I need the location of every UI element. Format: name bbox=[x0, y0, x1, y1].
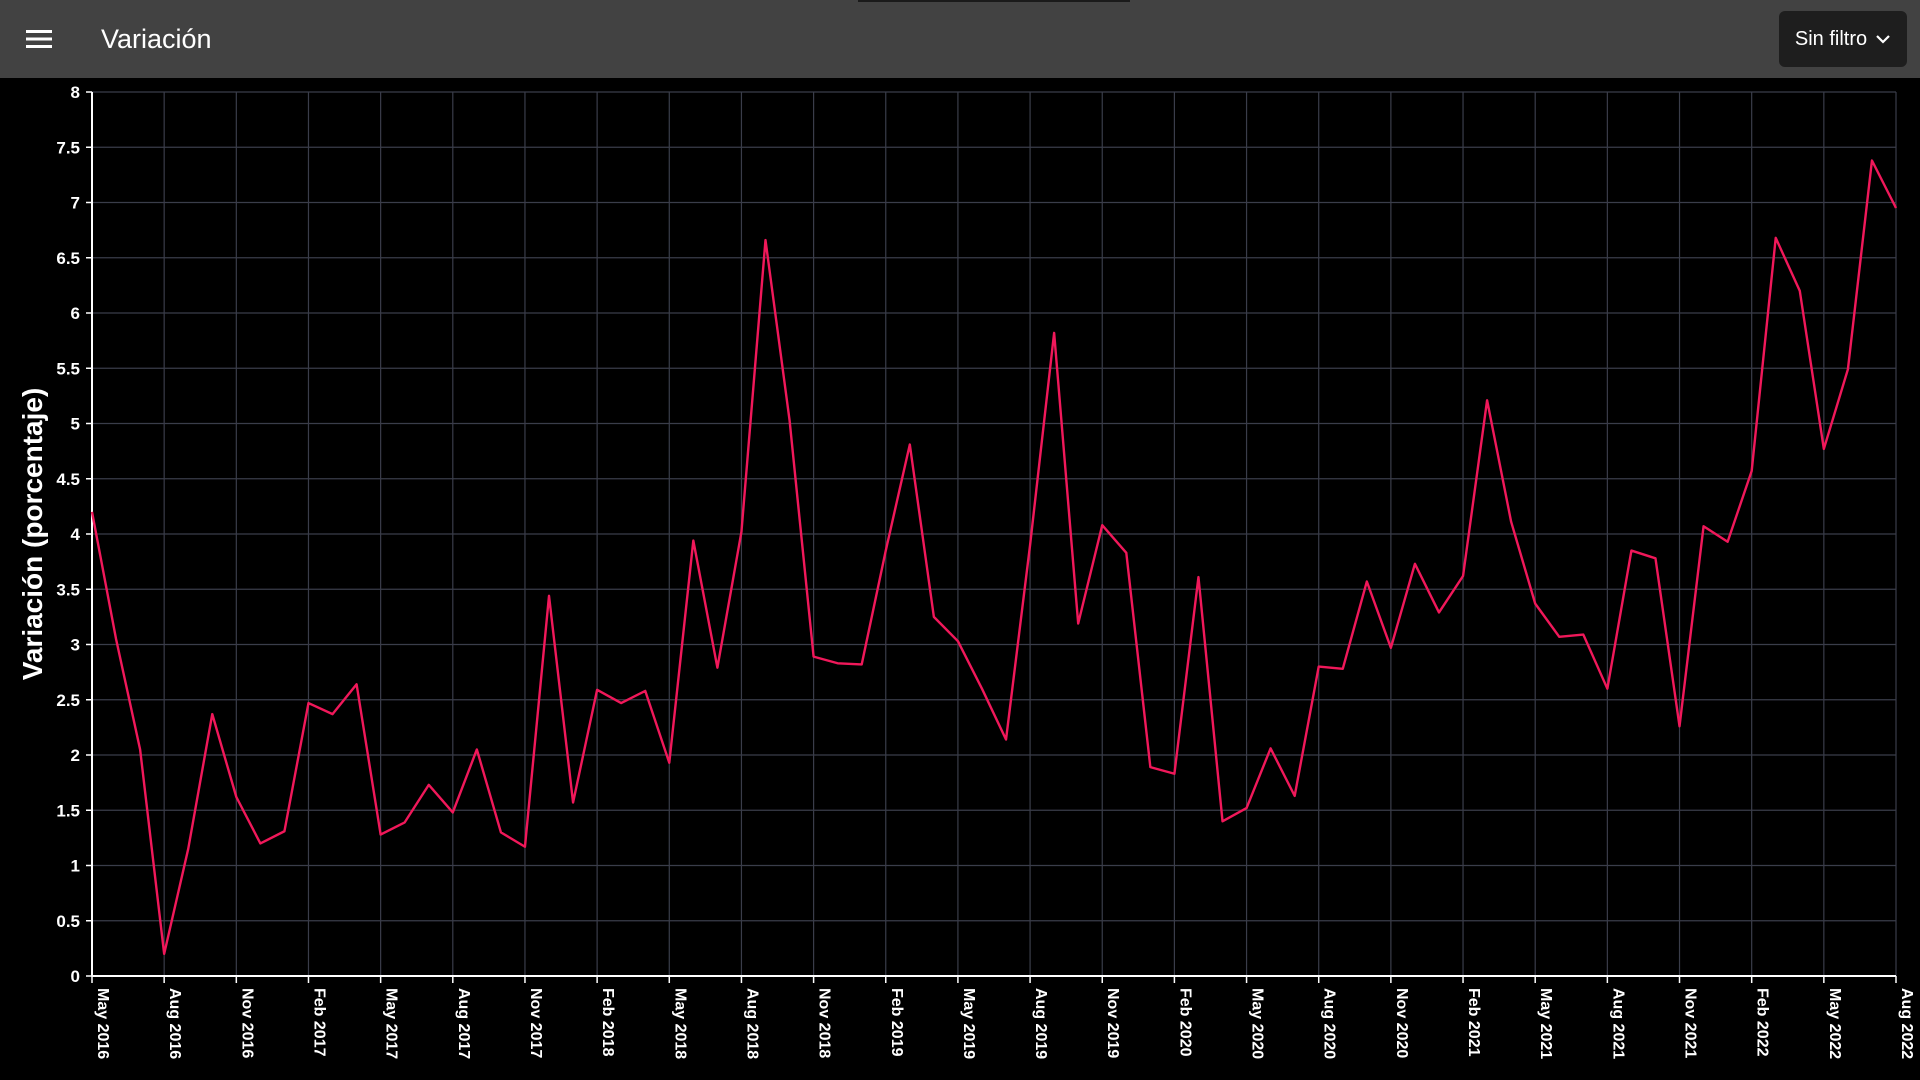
x-tick-label: Aug 2017 bbox=[455, 988, 472, 1059]
x-tick-label: May 2017 bbox=[383, 988, 400, 1059]
x-tick-label: Nov 2017 bbox=[527, 988, 544, 1058]
x-tick-label: May 2022 bbox=[1826, 988, 1843, 1059]
filter-label: Sin filtro bbox=[1794, 27, 1868, 50]
y-tick-label: 0 bbox=[71, 967, 80, 986]
y-tick-label: 0.5 bbox=[56, 912, 80, 931]
x-tick-label: Feb 2019 bbox=[888, 988, 905, 1057]
y-tick-label: 2 bbox=[71, 746, 80, 765]
x-tick-label: Feb 2022 bbox=[1754, 988, 1771, 1057]
y-tick-label: 1 bbox=[71, 857, 80, 876]
line-chart: 0 0.5 1 1.5 2 2.5 3 3.5 4 4.5 5 5.5 6 6.5 7 7.5 8 May 20… bbox=[17, 83, 1915, 1059]
x-tick-label: May 2021 bbox=[1537, 988, 1554, 1059]
x-tick-label: May 2016 bbox=[94, 988, 111, 1059]
x-tick-label: Aug 2020 bbox=[1321, 988, 1338, 1059]
x-tick-label: Aug 2022 bbox=[1898, 988, 1915, 1059]
x-tick-label: Aug 2019 bbox=[1032, 988, 1049, 1059]
y-tick-label: 3 bbox=[71, 636, 80, 655]
x-tick-label: Nov 2018 bbox=[816, 988, 833, 1058]
x-tick-label: Feb 2017 bbox=[310, 988, 327, 1057]
x-tick-label: Nov 2021 bbox=[1682, 988, 1699, 1058]
menu-button[interactable] bbox=[18, 18, 60, 60]
y-tick-label: 8 bbox=[71, 83, 80, 102]
x-tick-label: Feb 2018 bbox=[599, 988, 616, 1057]
y-tick-label: 1.5 bbox=[56, 801, 80, 820]
x-tick-label: Aug 2018 bbox=[743, 988, 760, 1059]
page-title: Variación bbox=[101, 24, 212, 54]
filter-dropdown[interactable]: Sin filtro bbox=[1779, 11, 1907, 67]
y-tick-label: 4 bbox=[71, 525, 81, 544]
data-points bbox=[90, 158, 1899, 956]
series-line bbox=[90, 159, 1898, 956]
x-tick-label: Nov 2016 bbox=[238, 988, 255, 1058]
top-indicator bbox=[858, 0, 1130, 2]
y-tick-label: 6.5 bbox=[56, 249, 80, 268]
x-tick-label: Feb 2020 bbox=[1176, 988, 1193, 1057]
y-tick-label: 6 bbox=[71, 304, 80, 323]
x-tick-label: Feb 2021 bbox=[1465, 988, 1482, 1057]
y-tick-label: 5.5 bbox=[56, 359, 80, 378]
y-tick-label: 5 bbox=[71, 415, 80, 434]
x-tick-label: Nov 2019 bbox=[1104, 988, 1121, 1058]
x-tick-label: May 2020 bbox=[1249, 988, 1266, 1059]
axes bbox=[86, 91, 1897, 983]
x-tick-label: Aug 2021 bbox=[1609, 988, 1626, 1059]
x-tick-label: Nov 2020 bbox=[1393, 988, 1410, 1058]
x-tick-label: Aug 2016 bbox=[166, 988, 183, 1059]
grid-lines bbox=[91, 91, 1897, 977]
y-tick-label: 4.5 bbox=[56, 470, 80, 489]
app-bar: Variación Sin filtro bbox=[0, 0, 1920, 78]
chevron-down-icon bbox=[1876, 35, 1890, 44]
hamburger-menu-icon bbox=[26, 30, 52, 48]
y-axis-ticks: 0 0.5 1 1.5 2 2.5 3 3.5 4 4.5 5 5.5 6 6.5 7 7.5 8 bbox=[56, 83, 80, 986]
x-axis-ticks: May 2016 Aug 2016 Nov 2016 Feb 2017 May 2017… bbox=[94, 988, 1915, 1059]
y-tick-label: 3.5 bbox=[56, 580, 80, 599]
x-tick-label: May 2018 bbox=[671, 988, 688, 1059]
x-tick-label: May 2019 bbox=[960, 988, 977, 1059]
y-tick-label: 7 bbox=[71, 194, 80, 213]
y-tick-label: 7.5 bbox=[56, 138, 80, 157]
y-tick-label: 2.5 bbox=[56, 691, 80, 710]
y-axis-label: Variación (porcentaje) bbox=[17, 388, 48, 681]
